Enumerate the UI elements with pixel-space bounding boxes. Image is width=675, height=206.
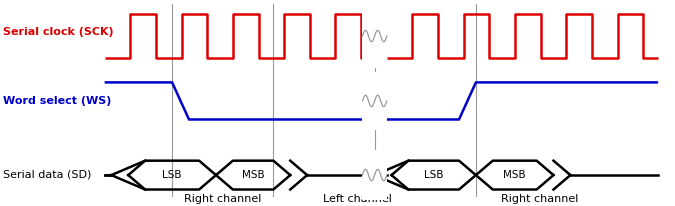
Text: Right channel: Right channel bbox=[184, 194, 261, 204]
Text: Serial data (SD): Serial data (SD) bbox=[3, 169, 92, 179]
Text: LSB: LSB bbox=[424, 170, 443, 180]
Bar bbox=[362, 4, 387, 68]
Text: Left channel: Left channel bbox=[323, 194, 392, 204]
Text: Right channel: Right channel bbox=[502, 194, 578, 204]
Bar bbox=[362, 72, 387, 130]
Text: MSB: MSB bbox=[504, 170, 526, 180]
Text: LSB: LSB bbox=[163, 170, 182, 180]
Text: Serial clock (SCK): Serial clock (SCK) bbox=[3, 27, 114, 37]
Text: Word select (WS): Word select (WS) bbox=[3, 96, 112, 106]
Bar bbox=[362, 150, 387, 200]
Text: MSB: MSB bbox=[242, 170, 265, 180]
